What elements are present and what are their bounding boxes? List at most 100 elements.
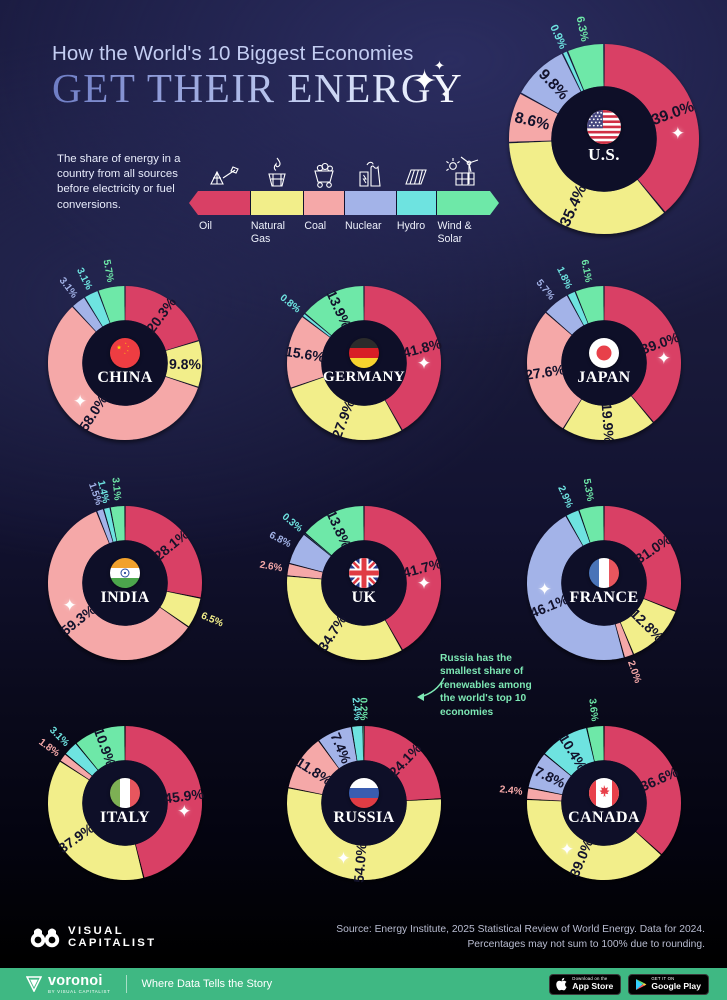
legend-label-nuclear: Nuclear xyxy=(345,220,382,232)
sparkle-icon: ✦ xyxy=(62,595,77,615)
flag-us xyxy=(587,110,621,144)
legend: Oil Natural Gas Coal Nuclear Hydro Wind & Sol… xyxy=(189,148,499,245)
legend-right-arrow-icon xyxy=(490,191,499,215)
country-label: GERMANY xyxy=(323,369,405,385)
flag-ru xyxy=(349,778,379,808)
googleplay-large-text: Google Play xyxy=(651,981,701,992)
donut-chart-russia: RUSSIA 24.1% 54.0% 11.8% 7.4% 2.4% 0.2% ✦ xyxy=(245,684,483,922)
country-label: RUSSIA xyxy=(333,809,395,826)
bottom-bar: voronoi BY VISUAL CAPITALIST Where Data … xyxy=(0,968,727,1000)
slice-percent-label: 0.2% xyxy=(357,697,369,721)
page-title: GET THEIR ENERGY xyxy=(52,64,512,112)
sparkle-icon: ✦ xyxy=(441,90,448,99)
hydro-dam-icon xyxy=(396,160,437,188)
country-label: U.S. xyxy=(588,145,620,164)
appstore-small-text: Download on the xyxy=(572,976,608,982)
voronoi-byline: BY VISUAL CAPITALIST xyxy=(48,989,111,994)
voronoi-mark-icon xyxy=(26,976,42,992)
donut-chart-france: FRANCE 31.0% 12.8% 2.0% 46.1% 2.9% 5.3% ✦ xyxy=(485,464,723,702)
brand-line-1: VISUAL xyxy=(68,925,125,937)
country-label: CANADA xyxy=(568,809,640,826)
sparkle-icon: ✦ xyxy=(416,574,432,594)
app-badges: Download on the App Store GET IT ON Goog… xyxy=(549,973,709,995)
page-subtitle: How the World's 10 Biggest Economies xyxy=(52,42,414,65)
flag-de xyxy=(349,338,379,368)
donut-chart-china: CHINA 20.3% 9.8% 58.0% 3.1% 3.1% 5.7% ✦ xyxy=(6,244,244,482)
sparkle-icon: ✦ xyxy=(412,65,438,98)
description-text: The share of energy in a country from al… xyxy=(57,153,181,211)
appstore-badge[interactable]: Download on the App Store xyxy=(549,973,622,995)
country-label: INDIA xyxy=(100,589,150,606)
legend-left-arrow-icon xyxy=(189,191,198,215)
donut-chart-uk: UK 41.7% 34.7% 2.6% 6.8% 0.3% 13.8% ✦ xyxy=(245,464,483,702)
country-label: CHINA xyxy=(97,369,153,386)
donut-chart-india: INDIA 28.1% 6.5% 59.3% 1.5% 1.4% 3.1% ✦ xyxy=(6,464,244,702)
source-line-1: Source: Energy Institute, 2025 Statistic… xyxy=(336,924,705,935)
sparkle-icon: ✦ xyxy=(72,392,88,412)
google-play-icon xyxy=(636,978,647,990)
googleplay-badge[interactable]: GET IT ON Google Play xyxy=(628,973,709,995)
legend-swatch-nuclear xyxy=(343,191,396,215)
legend-label-row: Oil Natural Gas Coal Nuclear Hydro Wind & Sol… xyxy=(198,220,490,245)
slice-percent-label: 19.9% xyxy=(598,402,618,444)
tagline: Where Data Tells the Story xyxy=(141,978,273,990)
sparkle-icon: ✦ xyxy=(559,839,575,859)
donut-chart-canada: CANADA 36.6% 39.0% 2.4% 7.8% 10.4% 3.6% ✦ xyxy=(485,684,723,922)
sparkle-icon: ✦ xyxy=(670,124,685,144)
flag-it xyxy=(110,778,140,808)
legend-color-bar xyxy=(189,191,499,215)
wind-solar-icon xyxy=(436,154,490,188)
legend-icon-row xyxy=(198,148,490,188)
gas-flare-icon xyxy=(250,156,304,188)
country-label: FRANCE xyxy=(569,589,639,606)
donut-chart-germany: GERMANY 41.8% 27.9% 15.6% 0.8% 13.9% ✦ xyxy=(245,244,483,482)
legend-label-wind-solar: Wind & Solar xyxy=(437,220,472,245)
flag-ca xyxy=(589,778,619,808)
legend-swatch-natural-gas xyxy=(249,191,304,215)
coal-cart-icon xyxy=(303,158,344,188)
sparkle-icon: ✦ xyxy=(416,354,432,374)
slice-percent-label: 54.0% xyxy=(350,842,370,884)
binoculars-icon xyxy=(30,928,60,948)
flag-in xyxy=(110,558,140,588)
sparkle-icon: ✦ xyxy=(177,802,192,822)
donut-chart-japan: JAPAN 39.0% 19.9% 27.6% 5.7% 1.8% 6.1% ✦ xyxy=(485,244,723,482)
country-label: JAPAN xyxy=(577,369,631,386)
country-label: UK xyxy=(351,589,377,606)
nuclear-plant-icon xyxy=(344,156,396,188)
visual-capitalist-logo: VISUAL CAPITALIST xyxy=(30,925,156,950)
flag-jp xyxy=(589,338,619,368)
legend-swatch-hydro xyxy=(395,191,437,215)
sparkle-icon: ✦ xyxy=(434,58,445,73)
legend-label-natural-gas: Natural Gas xyxy=(250,220,285,245)
country-label: ITALY xyxy=(99,809,151,826)
bar-divider xyxy=(126,975,128,993)
page-header: How the World's 10 Biggest Economies GET… xyxy=(52,42,512,112)
flag-cn xyxy=(110,338,140,368)
legend-swatch-oil xyxy=(198,191,250,215)
source-line-2: Percentages may not sum to 100% due to r… xyxy=(467,939,705,950)
legend-label-oil: Oil xyxy=(199,220,212,232)
donut-chart-italy: ITALY 45.9% 37.9% 1.8% 3.1% 10.9% ✦ xyxy=(6,684,244,922)
source-note: Source: Energy Institute, 2025 Statistic… xyxy=(336,922,705,952)
sparkle-icon: ✦ xyxy=(537,579,552,599)
legend-label-hydro: Hydro xyxy=(396,220,426,232)
annotation-arrow-icon xyxy=(417,677,445,701)
appstore-large-text: App Store xyxy=(572,981,614,992)
oil-pumpjack-icon xyxy=(198,156,250,188)
legend-swatch-wind-solar xyxy=(436,191,490,215)
legend-label-coal: Coal xyxy=(304,220,327,232)
voronoi-name: voronoi xyxy=(48,973,103,989)
voronoi-logo[interactable]: voronoi BY VISUAL CAPITALIST xyxy=(26,974,110,994)
googleplay-small-text: GET IT ON xyxy=(651,976,675,982)
slice-percent-label: 9.8% xyxy=(168,355,201,372)
sparkle-icon: ✦ xyxy=(656,348,671,368)
donut-chart-us: U.S. 39.0% 35.4% 8.6% 9.8% 0.9% 6.3% ✦ xyxy=(467,2,727,276)
brand-line-2: CAPITALIST xyxy=(68,937,157,950)
slice-percent-label: 3.1% xyxy=(109,477,123,502)
legend-swatch-coal xyxy=(303,191,344,215)
annotation-russia: Russia has the smallest share of renewab… xyxy=(440,653,532,718)
flag-gb xyxy=(349,558,379,588)
flag-fr xyxy=(589,558,619,588)
sparkle-icon: ✦ xyxy=(336,849,351,869)
